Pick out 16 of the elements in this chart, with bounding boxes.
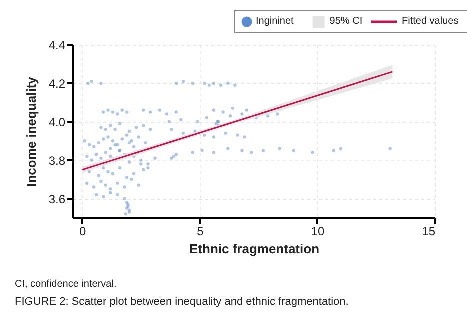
y-tick-label: 3.8 <box>48 154 66 168</box>
x-tick-label: 0 <box>80 224 87 238</box>
text: 95% CI <box>330 16 363 27</box>
text: CI, confidence interval. <box>15 279 117 290</box>
legend-label: Fitted values <box>402 16 459 27</box>
y-axis-title: Income inequality <box>24 76 39 187</box>
y-tick-label: 4.0 <box>48 115 66 130</box>
x-tick-label: 15 <box>422 224 436 238</box>
caption: FIGURE 2: Scatter plot between inequality and ethnic fragmentation. <box>15 296 349 308</box>
y-tick-label: 4.4 <box>48 38 66 52</box>
x-axis-title: Ethnic fragmentation <box>189 242 320 256</box>
y-tick-label: 4.2 <box>48 76 66 91</box>
x-tick-label: 5 <box>197 224 204 238</box>
y-tick-label: 3.6 <box>48 192 66 206</box>
legend-label: Ingininet <box>256 16 294 27</box>
x-tick-label: 10 <box>311 224 325 238</box>
